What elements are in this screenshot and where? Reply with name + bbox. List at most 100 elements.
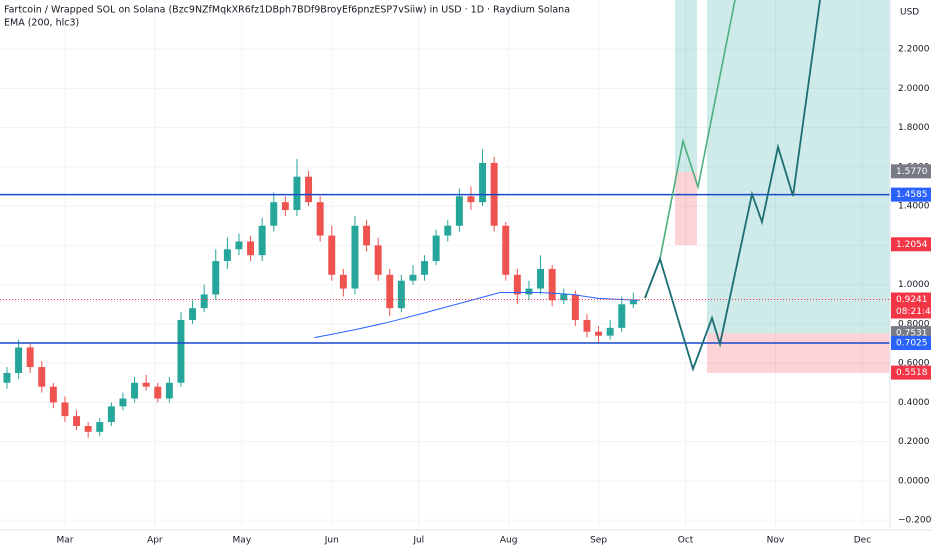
candle-body xyxy=(316,202,324,236)
y-tick-label: 0.0000 xyxy=(898,476,930,486)
y-tick-label: 1.0000 xyxy=(898,280,930,290)
candle-body xyxy=(386,274,394,309)
price-axis xyxy=(890,0,932,550)
y-tick-label: 0.4000 xyxy=(898,398,930,408)
price-label: 1.2054 xyxy=(896,240,928,250)
y-tick-label: −0.2000 xyxy=(898,516,932,526)
candle-body xyxy=(107,406,115,423)
x-tick-label: Nov xyxy=(767,536,785,546)
candle-body xyxy=(525,288,533,295)
candle-body xyxy=(142,382,150,387)
candle-body xyxy=(73,416,81,426)
y-tick-label: 1.8000 xyxy=(898,123,930,133)
candle-body xyxy=(212,261,220,295)
x-tick-label: Sep xyxy=(590,536,607,546)
candle-body xyxy=(223,249,231,262)
ema-line xyxy=(314,291,640,339)
price-label-bg xyxy=(891,365,931,380)
price-label-bg xyxy=(891,237,931,252)
chart-title: Fartcoin / Wrapped SOL on Solana (Bzc9NZ… xyxy=(4,5,570,16)
candle-body xyxy=(293,176,301,211)
x-tick-label: Dec xyxy=(854,536,871,546)
candle-body xyxy=(305,176,313,203)
last-price-label: 0.9241 xyxy=(896,295,928,305)
candle-body xyxy=(548,268,556,301)
candle-body xyxy=(479,162,487,203)
candle-body xyxy=(571,294,579,320)
price-label-bg xyxy=(891,187,931,202)
candle-body xyxy=(131,382,139,399)
candle-body xyxy=(629,300,637,305)
x-tick-label: Apr xyxy=(147,536,163,546)
candle-body xyxy=(49,386,57,403)
candle-body xyxy=(258,225,266,256)
candle-body xyxy=(38,367,46,387)
candle-body xyxy=(595,331,603,336)
currency: USD xyxy=(900,8,919,18)
candle-body xyxy=(328,235,336,275)
candle-body xyxy=(421,261,429,275)
candle-body xyxy=(409,274,417,281)
candle-body xyxy=(154,386,162,399)
candle-body xyxy=(397,280,405,309)
candle-body xyxy=(281,202,289,211)
candle-body xyxy=(96,422,104,432)
y-tick-label: 0.8000 xyxy=(898,319,930,329)
grid xyxy=(0,0,890,530)
candle-body xyxy=(200,294,208,309)
candle-body xyxy=(351,225,359,289)
candle-body xyxy=(606,327,614,336)
y-tick-label: 0.6000 xyxy=(898,359,930,369)
candle-body xyxy=(432,235,440,262)
candle-body xyxy=(618,304,626,328)
x-tick-label: Aug xyxy=(500,536,518,546)
candle-body xyxy=(339,274,347,289)
time-axis xyxy=(0,530,932,550)
y-tick-label: 2.0000 xyxy=(898,84,930,94)
x-tick-label: Jun xyxy=(324,536,339,546)
price-label: 0.7531 xyxy=(896,329,928,339)
candle-body xyxy=(374,245,382,275)
stop-zone xyxy=(675,172,697,245)
target-zone xyxy=(707,0,890,333)
target-zone xyxy=(675,0,697,172)
candle-body xyxy=(467,196,475,203)
candle-body xyxy=(15,347,23,373)
candle-body xyxy=(270,202,278,226)
y-tick-label: 0.2000 xyxy=(898,437,930,447)
candle-body xyxy=(560,294,568,301)
y-tick-label: 2.2000 xyxy=(898,45,930,55)
candle-body xyxy=(502,225,510,275)
candle-body xyxy=(235,241,243,250)
candle-body xyxy=(177,319,185,383)
candle-body xyxy=(3,372,11,383)
candle-body xyxy=(513,274,521,295)
y-tick-label: 1.4000 xyxy=(898,202,930,212)
price-label: 1.4585 xyxy=(896,190,928,200)
x-tick-label: Jul xyxy=(412,536,424,546)
candle-body xyxy=(189,308,197,320)
candle-body xyxy=(119,398,127,407)
x-tick-label: Mar xyxy=(56,536,73,546)
candle-body xyxy=(444,225,452,236)
stop-zone xyxy=(707,333,890,373)
axes: −0.2000 0.0000 0.2000 0.4000 0.6000 0.8000 1.0… xyxy=(56,45,932,546)
x-tick-label: May xyxy=(233,536,252,546)
countdown: 08:21:41 xyxy=(896,307,932,317)
candle-body xyxy=(247,241,255,256)
candle-body xyxy=(84,425,92,432)
candle-body xyxy=(455,196,463,226)
x-tick-label: Oct xyxy=(678,536,694,546)
candle-body xyxy=(61,402,69,417)
candle-body xyxy=(363,225,371,246)
candle-body xyxy=(537,268,545,289)
candle-body xyxy=(26,347,34,368)
price-label-bg xyxy=(891,336,931,351)
last-price-bg xyxy=(891,292,931,319)
price-label: 0.7025 xyxy=(896,339,928,349)
price-label-bg xyxy=(891,164,931,179)
plot xyxy=(0,149,890,438)
indicator-label: EMA (200, hlc3) xyxy=(4,18,79,29)
price-label: 0.5518 xyxy=(896,368,928,378)
